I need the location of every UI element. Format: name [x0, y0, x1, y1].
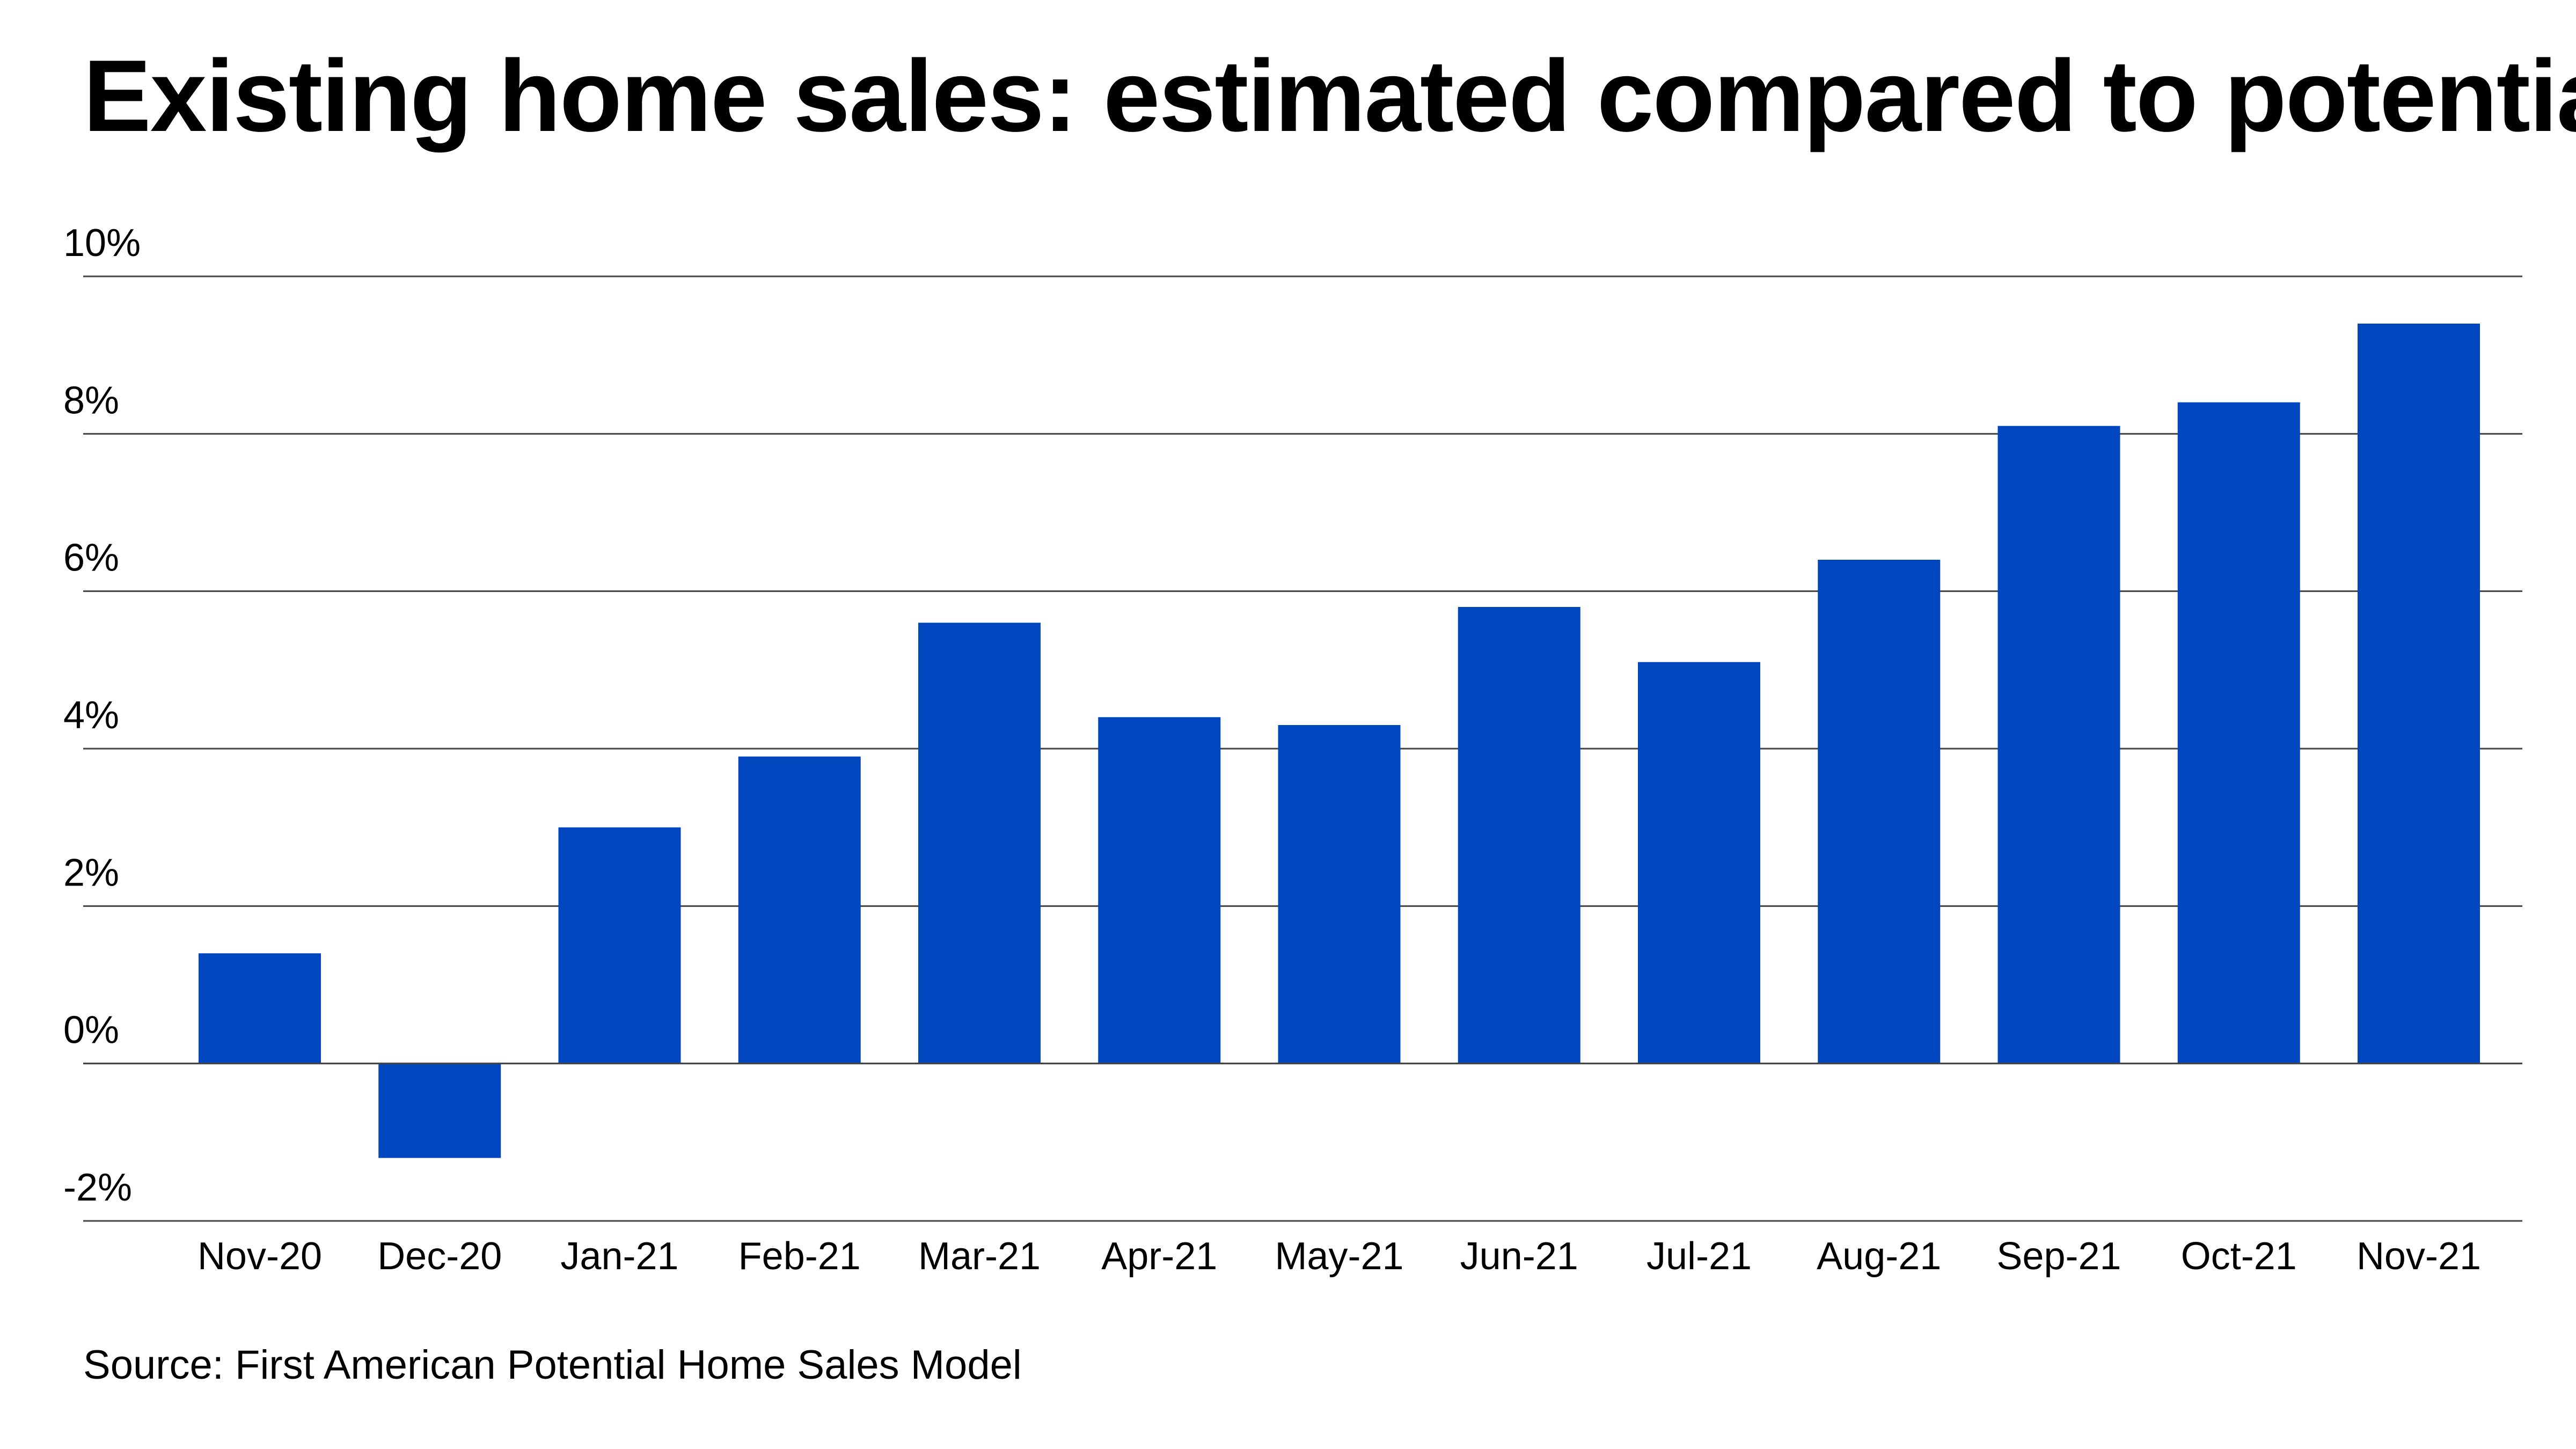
bar-oct-21 [2177, 402, 2300, 1064]
x-tick-label: May-21 [1275, 1235, 1403, 1278]
x-tick-label: Jun-21 [1460, 1235, 1578, 1278]
bar-sep-21 [1997, 426, 2120, 1064]
source-note: Source: First American Potential Home Sa… [83, 1342, 1022, 1388]
bar-apr-21 [1098, 717, 1221, 1064]
x-tick-label: Nov-20 [197, 1235, 322, 1278]
bar-mar-21 [918, 623, 1041, 1064]
y-axis-ticks: 10% 8% 6% 4% 2% 0% -2% [63, 222, 141, 1209]
y-tick-label: 0% [63, 1009, 119, 1052]
x-tick-label: Sep-21 [1996, 1235, 2121, 1278]
x-tick-label: Apr-21 [1101, 1235, 1217, 1278]
y-tick-label: 4% [63, 694, 119, 737]
bar-dec-20 [378, 1063, 501, 1158]
x-tick-label: Jan-21 [560, 1235, 678, 1278]
y-tick-label: 10% [63, 222, 141, 265]
bar-jan-21 [558, 827, 681, 1064]
bar-aug-21 [1818, 560, 1941, 1064]
x-tick-label: Aug-21 [1817, 1235, 1941, 1278]
bar-jul-21 [1638, 662, 1760, 1064]
bars [83, 324, 2522, 1158]
bar-feb-21 [738, 756, 861, 1064]
x-tick-label: Mar-21 [918, 1235, 1041, 1278]
y-tick-label: 6% [63, 537, 119, 580]
x-tick-label: Feb-21 [738, 1235, 861, 1278]
x-tick-label: Oct-21 [2181, 1235, 2297, 1278]
bar-nov-20 [199, 953, 321, 1064]
y-tick-label: -2% [63, 1166, 132, 1209]
y-tick-label: 8% [63, 379, 119, 422]
bar-jun-21 [1458, 607, 1580, 1064]
x-tick-label: Jul-21 [1646, 1235, 1752, 1278]
chart-title: Existing home sales: estimated compared … [83, 39, 2576, 153]
x-tick-label: Nov-21 [2357, 1235, 2481, 1278]
x-axis-ticks: Nov-20 Dec-20 Jan-21 Feb-21 Mar-21 Apr-21 May-… [197, 1235, 2481, 1278]
y-tick-label: 2% [63, 851, 119, 894]
x-tick-label: Dec-20 [377, 1235, 502, 1278]
bar-may-21 [1278, 725, 1401, 1064]
bar-nov-21 [2358, 324, 2480, 1064]
